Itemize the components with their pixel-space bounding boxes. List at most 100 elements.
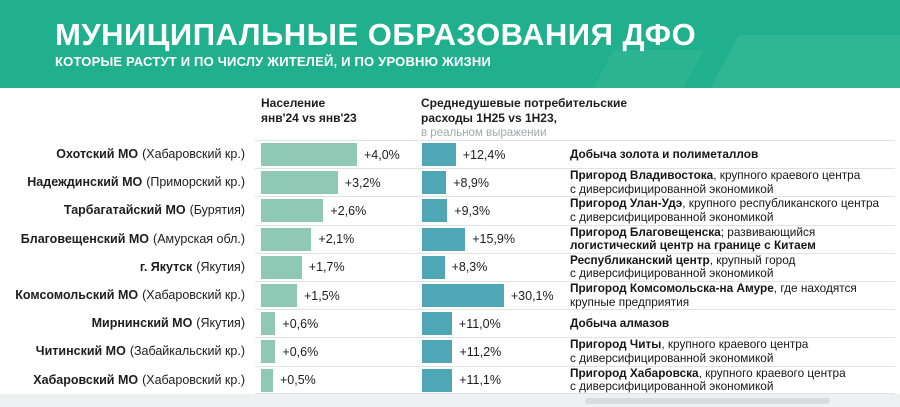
- municipality-region: (Бурятия): [189, 203, 245, 218]
- municipality-region: (Якутия): [196, 316, 245, 331]
- population-bar: [261, 227, 312, 251]
- municipality-region: (Забайкальский кр.): [129, 344, 245, 359]
- population-value: +1,5%: [304, 288, 340, 303]
- municipality-region: (Якутия): [196, 259, 245, 274]
- spending-value: +15,9%: [472, 232, 515, 247]
- population-cell: +2,6%: [255, 197, 416, 224]
- population-header-line2: янв'24 vs янв'23: [261, 111, 357, 125]
- row-data: +1,7% +8,3% Республиканский центр, крупный…: [255, 252, 895, 281]
- spending-bar: [422, 199, 448, 223]
- population-cell: +1,5%: [255, 282, 416, 309]
- row-label: Тарбагатайский МО (Бурятия): [0, 196, 255, 224]
- row-data: +0,6% +11,0% Добыча алмазов: [255, 309, 895, 337]
- municipality-name: Читинский МО: [35, 344, 126, 359]
- row-data: +3,2% +8,9% Пригород Владивостока, крупног…: [255, 168, 895, 196]
- spending-value: +30,1%: [510, 288, 554, 303]
- table-row: Тарбагатайский МО (Бурятия) +2,6% +9,3% Приг…: [0, 196, 900, 224]
- population-value: +1,7%: [308, 260, 345, 275]
- row-data: +1,5% +30,1% Пригород Комсомольска-на Амур…: [255, 280, 895, 309]
- spending-bar: [422, 171, 447, 195]
- row-description: Пригород Комсомольска-на Амуре, где нахо…: [570, 280, 857, 309]
- row-data: +0,6% +11,2% Пригород Читы, крупного краев…: [255, 337, 895, 365]
- municipality-region: (Хабаровский кр.): [142, 288, 245, 303]
- table-row: Надеждинский МО (Приморский кр.) +3,2% +8,9…: [0, 168, 900, 196]
- population-value: +0,6%: [282, 344, 319, 359]
- population-bar: [261, 143, 357, 167]
- spending-value: +11,1%: [459, 373, 502, 388]
- page-subtitle: КОТОРЫЕ РАСТУТ И ПО ЧИСЛУ ЖИТЕЛЕЙ, И ПО …: [55, 54, 492, 70]
- row-label: Охотский МО (Хабаровский кр.): [0, 140, 255, 168]
- population-cell: +0,5%: [255, 367, 416, 394]
- spending-cell: +9,3%: [416, 197, 564, 224]
- population-bar: [261, 255, 302, 279]
- population-cell: +1,7%: [255, 254, 416, 281]
- spending-header-line2: расходы 1Н25 vs 1Н23,: [421, 111, 557, 125]
- population-bar: [261, 340, 276, 364]
- population-value: +3,2%: [344, 175, 381, 190]
- municipality-region: (Амурская обл.): [153, 231, 245, 246]
- page-title: МУНИЦИПАЛЬНЫЕ ОБРАЗОВАНИЯ ДФО: [55, 17, 697, 52]
- population-bar: [261, 284, 297, 308]
- municipality-name: Тарбагатайский МО: [63, 203, 186, 218]
- spending-cell: +11,1%: [416, 367, 564, 394]
- table-row: Благовещенский МО (Амурская обл.) +2,1% +15…: [0, 224, 900, 253]
- row-data: +2,6% +9,3% Пригород Улан-Удэ, крупного ре…: [255, 196, 895, 224]
- population-value: +0,6%: [282, 316, 319, 331]
- population-cell: +4,0%: [255, 141, 416, 168]
- population-bar: [261, 312, 276, 336]
- municipality-name: г. Якутск: [139, 259, 193, 274]
- table-row: Комсомольский МО (Хабаровский кр.) +1,5% +3…: [0, 280, 900, 309]
- spending-cell: +30,1%: [416, 282, 564, 309]
- municipality-name: Комсомольский МО: [15, 288, 139, 303]
- population-cell: +0,6%: [255, 338, 416, 365]
- column-header-spending: Среднедушевые потребительские расходы 1Н…: [416, 96, 627, 140]
- row-description: Пригород Благовещенска; развивающийся лог…: [570, 224, 816, 253]
- row-label: Надеждинский МО (Приморский кр.): [0, 168, 255, 196]
- spending-value: +11,0%: [458, 316, 501, 331]
- population-value: +2,6%: [330, 203, 367, 218]
- municipality-region: (Хабаровский кр.): [142, 147, 245, 162]
- population-cell: +3,2%: [255, 169, 416, 196]
- spending-value: +11,2%: [459, 344, 502, 359]
- spending-bar: [422, 255, 445, 279]
- population-bar: [261, 171, 338, 195]
- spending-cell: +11,2%: [416, 338, 564, 365]
- spending-cell: +12,4%: [416, 141, 564, 168]
- row-label: Благовещенский МО (Амурская обл.): [0, 225, 255, 253]
- spending-cell: +15,9%: [416, 226, 564, 253]
- row-data: +0,5% +11,1% Пригород Хабаровска, крупного…: [255, 365, 895, 394]
- spending-bar: [422, 368, 453, 392]
- municipality-name: Надеждинский МО: [27, 175, 143, 190]
- header-banner: МУНИЦИПАЛЬНЫЕ ОБРАЗОВАНИЯ ДФО КОТОРЫЕ РА…: [0, 0, 900, 88]
- row-label: Читинский МО (Забайкальский кр.): [0, 337, 255, 365]
- population-value: +2,1%: [318, 232, 355, 247]
- municipality-name: Благовещенский МО: [20, 231, 150, 246]
- row-description: Пригород Улан-Удэ, крупного республиканс…: [570, 196, 880, 224]
- municipality-name: Хабаровский МО: [33, 372, 139, 387]
- row-label: г. Якутск (Якутия): [0, 253, 255, 281]
- spending-bar: [422, 227, 466, 251]
- spending-cell: +11,0%: [416, 310, 564, 337]
- spending-cell: +8,3%: [416, 254, 564, 281]
- row-data: +2,1% +15,9% Пригород Благовещенска; разви…: [255, 224, 895, 253]
- population-cell: +2,1%: [255, 226, 416, 253]
- horizontal-scrollbar-thumb[interactable]: [585, 398, 830, 404]
- municipality-name: Охотский МО: [56, 147, 139, 162]
- municipality-name: Мирнинский МО: [91, 316, 193, 331]
- column-header-spacer: [0, 96, 255, 140]
- row-description: Пригород Владивостока, крупного краевого…: [570, 168, 861, 196]
- row-label: Хабаровский МО (Хабаровский кр.): [0, 366, 255, 394]
- row-description: Добыча алмазов: [570, 315, 670, 330]
- table-row: Хабаровский МО (Хабаровский кр.) +0,5% +11,…: [0, 365, 900, 394]
- spending-header-line1: Среднедушевые потребительские: [421, 96, 628, 110]
- population-header-line1: Население: [261, 96, 326, 110]
- spending-value: +9,3%: [454, 203, 491, 218]
- spending-bar: [422, 312, 452, 336]
- table-row: Читинский МО (Забайкальский кр.) +0,6% +11,…: [0, 337, 900, 365]
- row-label: Мирнинский МО (Якутия): [0, 309, 255, 337]
- municipality-region: (Приморский кр.): [146, 175, 245, 190]
- spending-value: +12,4%: [462, 147, 506, 162]
- row-description: Добыча золота и полиметаллов: [570, 146, 759, 161]
- spending-value: +8,9%: [453, 175, 489, 190]
- row-description: Республиканский центр, крупный город с ди…: [570, 252, 796, 281]
